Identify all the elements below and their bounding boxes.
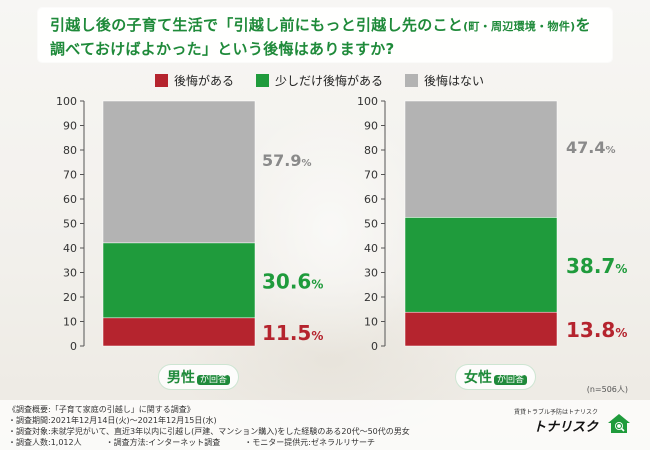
y-tick-label: 50 [364,218,378,231]
y-tick-label: 20 [63,291,77,304]
house-magnifier-icon [608,414,630,433]
data-label: 30.6% [262,269,323,293]
bar-segment [404,217,558,313]
y-tick-label: 80 [63,144,77,157]
y-tick-label: 0 [70,340,77,353]
survey-line-period: ・調査期間:2021年12月14日(火)〜2021年12月15日(水) [8,416,217,425]
bar-segment [404,100,558,218]
male-label-suffix: が回答 [197,374,231,385]
legend: 後悔がある 少しだけ後悔がある 後悔はない [155,71,484,89]
title-line1-a: 引越し後の子育て生活で「引越し前にもっと引越し先のこと [50,16,464,34]
brand-tagline: 賃貸トラブル予防はトナリスク [513,409,598,416]
y-tick-label: 10 [63,316,77,329]
y-tick-label: 50 [63,218,77,231]
survey-line-title: 《調査概要:「子育て家庭の引越し」に関する調査》 [8,405,195,414]
female-label-suffix: が回答 [494,374,528,385]
bar-segment [102,100,256,244]
y-tick-label: 90 [364,120,378,133]
y-tick-label: 30 [364,267,378,280]
y-tick-label: 0 [371,340,378,353]
survey-line-target: ・調査対象:未就学児がいて、直近3年以内に引越し(戸建、マンション購入)をした経… [8,427,410,436]
bar-segment [404,311,558,347]
legend-item-slight-regret: 少しだけ後悔がある [256,72,383,89]
legend-item-no-regret: 後悔はない [405,72,484,89]
female-group-label: 女性 が回答 [455,364,537,390]
legend-label-no-regret: 後悔はない [424,73,485,88]
male-group-label: 男性 が回答 [158,364,240,390]
survey-overview: 《調査概要:「子育て家庭の引越し」に関する調査》 ・調査期間:2021年12月1… [8,404,410,448]
y-tick-label: 20 [364,291,378,304]
legend-swatch-slight-regret [256,73,270,87]
y-tick-label: 70 [364,169,378,182]
brand-name: トナリスク [532,420,598,435]
y-tick-label: 60 [63,193,77,206]
data-label: 13.8% [566,318,627,342]
brand-logo: 賃貸トラブル予防はトナリスク トナリスク [514,407,598,435]
y-tick-label: 10 [364,316,378,329]
data-label: 11.5% [262,321,323,345]
title-line1-small: (町・周辺環境・物件) [463,20,576,33]
data-label: 57.9% [262,151,312,170]
y-tick-label: 30 [63,267,77,280]
y-tick-label: 60 [364,193,378,206]
legend-label-regret: 後悔がある [174,73,235,88]
bar-segment [102,242,256,319]
y-tick-label: 40 [364,242,378,255]
y-tick-label: 40 [63,242,77,255]
legend-swatch-no-regret [405,73,419,87]
bar-segment [102,317,256,347]
y-tick-label: 80 [364,144,378,157]
footer [0,400,650,450]
male-label-text: 男性 [167,370,195,386]
sample-size-note: (n=506人) [586,385,628,394]
data-label: 38.7% [566,254,627,278]
data-label: 47.4% [566,138,616,157]
y-tick-label: 90 [63,120,77,133]
legend-label-slight-regret: 少しだけ後悔がある [275,73,384,88]
survey-line-details: ・調査人数:1,012人 ・調査方法:インターネット調査 ・モニター提供元:ゼネ… [8,438,375,447]
title-box [38,8,612,62]
y-tick-label: 100 [357,95,378,108]
female-label-text: 女性 [464,370,492,386]
title-line2: 調べておけばよかった」という後悔はありますか? [50,40,395,58]
y-tick-label: 100 [56,95,77,108]
legend-item-regret: 後悔がある [155,72,234,89]
title-line1-b: を [575,16,591,34]
legend-swatch-regret [155,73,168,87]
chart-area: 0 10 20 30 40 50 60 70 80 90 100 11.5% 30.6% 57.9% 0 10… [56,95,627,353]
chart-title: 引越し後の子育て生活で「引越し前にもっと引越し先のこと(町・周辺環境・物件)を … [50,14,610,60]
y-tick-label: 70 [63,169,77,182]
